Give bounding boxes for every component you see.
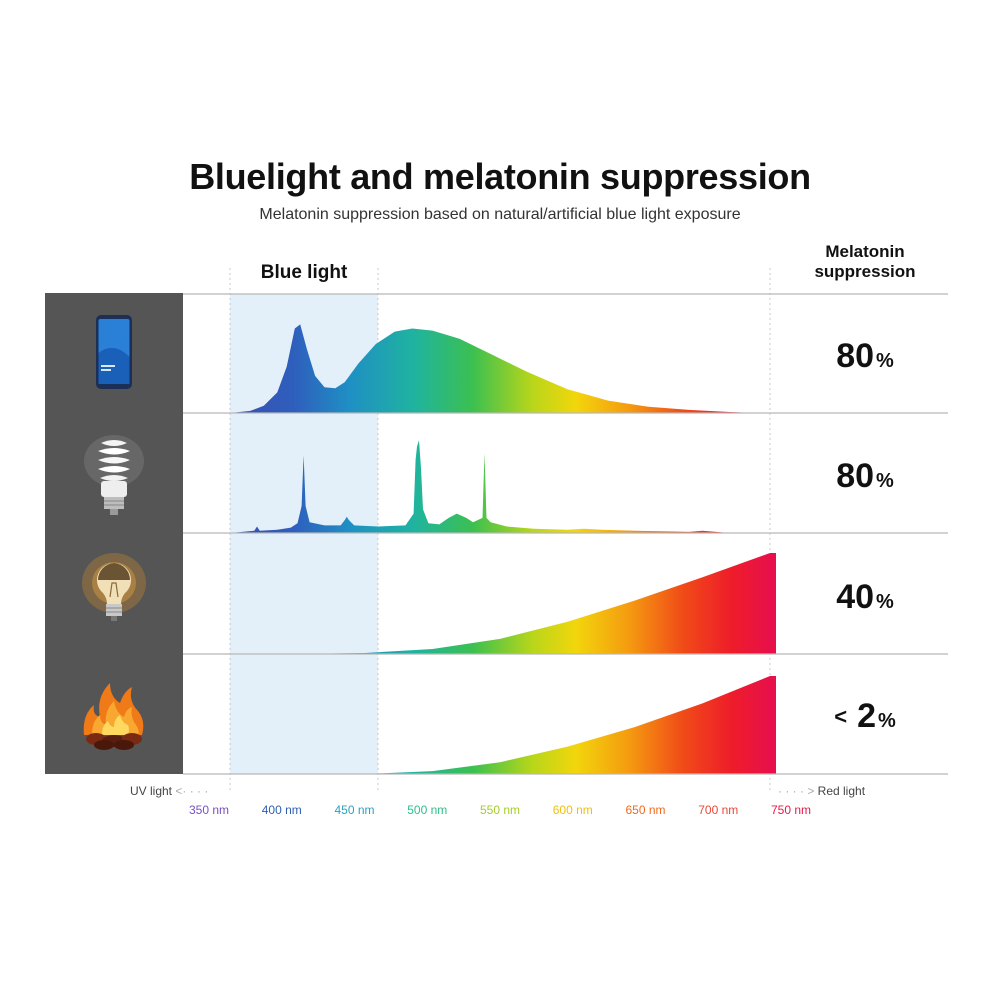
melatonin-suppression-value: 40% xyxy=(790,578,940,617)
melatonin-suppression-value: 80% xyxy=(790,337,940,376)
red-light-label: · · · · > Red light xyxy=(778,784,866,798)
x-tick-label: 700 nm xyxy=(698,803,739,817)
x-tick-label: 400 nm xyxy=(261,803,302,817)
melatonin-suppression-value: <2% xyxy=(790,697,940,736)
x-tick-label: 600 nm xyxy=(552,803,593,817)
suppression-number: 80 xyxy=(836,457,875,495)
page-title: Bluelight and melatonin suppression xyxy=(189,156,811,197)
percent-sign: % xyxy=(877,710,896,732)
page-subtitle: Melatonin suppression based on natural/a… xyxy=(259,206,741,223)
melatonin-suppression-value: 80% xyxy=(790,457,940,496)
smartphone-icon xyxy=(45,293,183,413)
incandescent-bulb-icon xyxy=(45,533,183,653)
percent-sign: % xyxy=(876,591,894,613)
x-tick-label: 350 nm xyxy=(188,803,230,817)
uv-light-label: UV light <· · · · xyxy=(130,784,209,798)
x-tick-label: 550 nm xyxy=(479,803,521,817)
suppression-number: 80 xyxy=(836,337,875,375)
campfire-icon xyxy=(45,653,183,773)
x-tick-label: 500 nm xyxy=(407,803,448,817)
spectrum-area-campfire xyxy=(230,676,776,774)
suppression-number: 40 xyxy=(836,578,875,616)
source-icon-sidebar xyxy=(45,293,183,774)
spectrum-area-incandescent-bulb xyxy=(230,553,776,654)
x-tick-label: 650 nm xyxy=(625,803,666,817)
blue-light-label: Blue light xyxy=(260,262,348,283)
percent-sign: % xyxy=(876,470,894,492)
spectrum-area-smartphone xyxy=(210,324,770,413)
suppression-number: 2 xyxy=(857,697,876,735)
cfl-bulb-icon xyxy=(45,413,183,533)
x-tick-label: 750 nm xyxy=(770,803,812,817)
percent-sign: % xyxy=(876,350,894,372)
x-tick-label: 450 nm xyxy=(334,803,375,817)
less-than-sign: < xyxy=(834,704,848,729)
melatonin-suppression-label: Melatonin suppression xyxy=(814,242,916,281)
